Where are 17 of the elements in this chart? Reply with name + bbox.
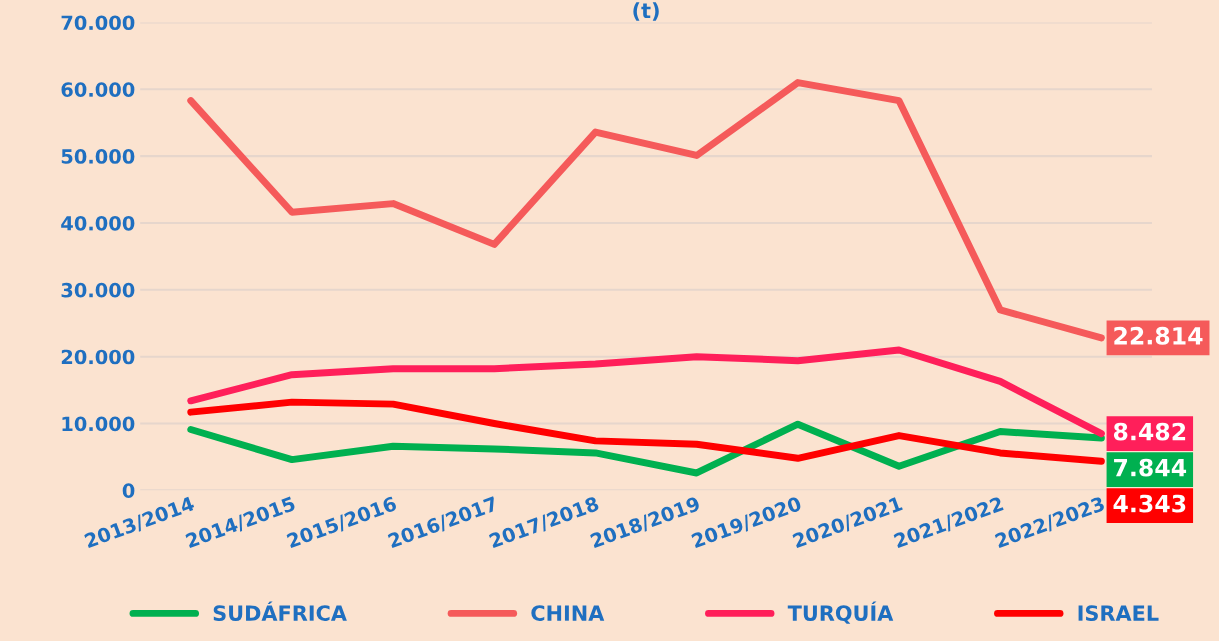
legend-label: ISRAEL xyxy=(1078,605,1159,621)
y-tick-label: 10.000 xyxy=(62,416,135,432)
legend-label: CHINA xyxy=(531,605,605,621)
y-tick-label: 0 xyxy=(122,483,135,499)
y-tick-label: 30.000 xyxy=(61,282,135,298)
data-label: 8.482 xyxy=(1113,422,1186,441)
y-tick-label: 40.000 xyxy=(61,215,135,231)
legend-label: TURQUÍA xyxy=(787,601,894,624)
chart-title: (t) xyxy=(633,2,659,21)
legend-label: SUDÁFRICA xyxy=(213,601,347,621)
data-label: 22.814 xyxy=(1114,326,1203,345)
data-label: 7.844 xyxy=(1114,458,1187,477)
data-label: 4.343 xyxy=(1113,494,1186,513)
y-tick-label: 20.000 xyxy=(61,349,135,365)
y-tick-label: 50.000 xyxy=(61,149,135,164)
y-tick-label: 70.000 xyxy=(61,15,135,31)
y-tick-label: 60.000 xyxy=(61,82,135,97)
